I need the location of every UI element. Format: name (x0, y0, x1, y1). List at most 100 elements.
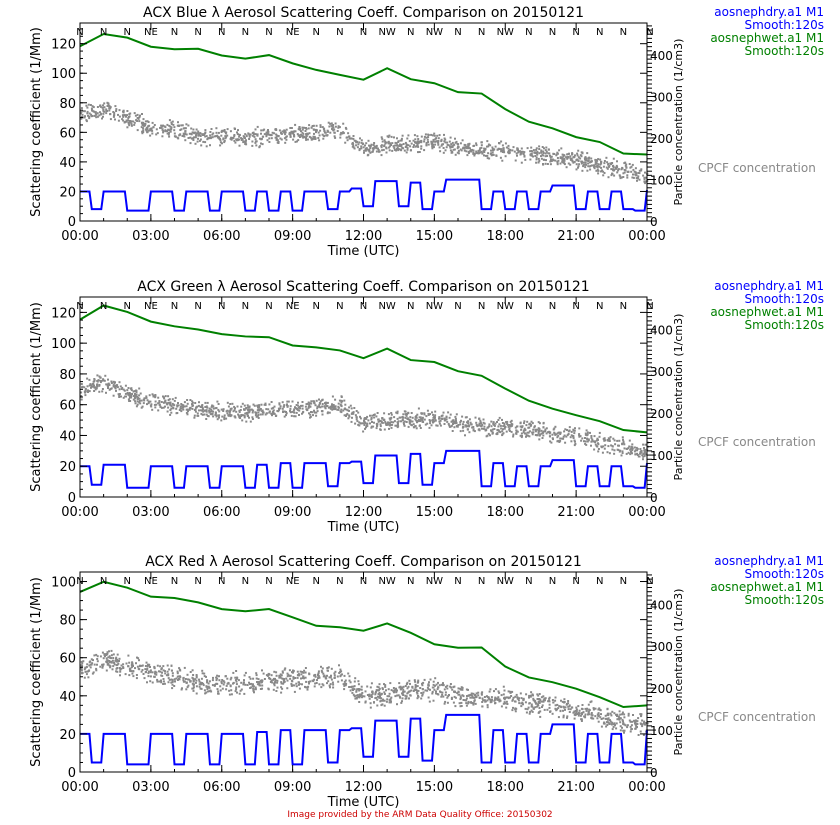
cpcf-point (272, 688, 275, 691)
cpcf-point (308, 403, 311, 406)
cpcf-point (584, 442, 587, 445)
cpcf-point (278, 403, 281, 406)
cpcf-point (112, 394, 115, 397)
cpcf-point (572, 437, 575, 439)
cpcf-point (616, 171, 619, 174)
cpcf-point (412, 139, 415, 142)
cpcf-point (80, 669, 83, 672)
cpcf-point (603, 439, 606, 442)
cpcf-point (360, 141, 363, 144)
cpcf-point (359, 694, 361, 697)
cpcf-point (578, 712, 581, 715)
cpcf-point (344, 141, 347, 144)
cpcf-point (145, 126, 148, 129)
cpcf-point (622, 441, 625, 444)
cpcf-point (118, 394, 121, 397)
cpcf-point (369, 414, 371, 417)
cpcf-point (242, 135, 245, 138)
cpcf-point (526, 708, 529, 711)
cpcf-point (635, 172, 638, 175)
cpcf-point (314, 682, 317, 685)
cpcf-point (309, 402, 311, 405)
cpcf-point (401, 692, 403, 695)
cpcf-point (308, 682, 310, 685)
cpcf-point (198, 680, 201, 683)
wind-direction-label: N (336, 27, 343, 38)
cpcf-point (144, 123, 147, 125)
cpcf-point (158, 670, 160, 673)
cpcf-point (641, 719, 644, 722)
cpcf-point (116, 658, 119, 661)
cpcf-point (494, 697, 497, 700)
cpcf-point (387, 688, 390, 691)
cpcf-point (461, 686, 464, 689)
cpcf-point (622, 176, 625, 178)
cpcf-point (538, 159, 541, 162)
cpcf-point (256, 683, 259, 686)
cpcf-point (593, 448, 596, 451)
cpcf-point (179, 669, 182, 672)
cpcf-point (549, 710, 552, 713)
cpcf-point (519, 422, 522, 425)
cpcf-point (594, 707, 597, 710)
cpcf-point (438, 146, 441, 149)
cpcf-point (344, 679, 347, 682)
x-tick-label: 00:00 (628, 780, 665, 795)
cpcf-point (198, 134, 200, 137)
cpcf-point (202, 134, 204, 136)
cpcf-point (329, 683, 332, 686)
cpcf-point (140, 399, 143, 402)
cpcf-point (352, 143, 355, 145)
cpcf-point (82, 660, 85, 663)
cpcf-point (600, 446, 603, 449)
cpcf-point (81, 113, 84, 116)
cpcf-point (109, 665, 112, 668)
cpcf-point (472, 151, 475, 154)
cpcf-point (417, 689, 420, 692)
cpcf-point (637, 734, 640, 736)
cpcf-point (560, 147, 563, 150)
cpcf-point (374, 146, 377, 149)
cpcf-point (479, 421, 482, 424)
cpcf-point (629, 730, 632, 733)
cpcf-point (593, 164, 595, 167)
cpcf-point (227, 682, 230, 685)
cpcf-point (539, 710, 542, 713)
cpcf-point (327, 680, 330, 683)
cpcf-point (310, 400, 313, 403)
cpcf-point (192, 689, 195, 692)
cpcf-point (224, 132, 227, 135)
cpcf-point (283, 129, 286, 132)
cpcf-point (596, 164, 599, 167)
cpcf-point (606, 721, 609, 724)
cpcf-point (252, 685, 255, 688)
cpcf-point (259, 413, 262, 416)
cpcf-point (403, 420, 406, 423)
cpcf-point (131, 661, 134, 664)
cpcf-scatter-series (80, 101, 649, 185)
cpcf-point (308, 124, 311, 127)
cpcf-point (621, 167, 624, 170)
cpcf-point (546, 163, 549, 165)
cpcf-point (530, 146, 533, 149)
cpcf-point (258, 406, 261, 408)
cpcf-point (239, 409, 242, 411)
cpcf-point (580, 720, 583, 722)
wind-direction-label: N (171, 301, 178, 312)
cpcf-point (615, 727, 618, 730)
cpcf-point (486, 699, 489, 702)
cpcf-point (500, 150, 503, 153)
cpcf-point (577, 156, 580, 159)
cpcf-point (304, 667, 307, 669)
cpcf-point (243, 408, 245, 411)
cpcf-point (544, 155, 547, 158)
cpcf-point (436, 688, 439, 691)
cpcf-point (456, 151, 459, 154)
cpcf-point (471, 148, 474, 151)
cpcf-point (480, 693, 483, 696)
cpcf-point (353, 680, 356, 683)
cpcf-point (395, 142, 398, 145)
cpcf-point (205, 418, 208, 420)
legend-wet-label: aosnephwet.a1 M1 (710, 580, 824, 594)
cpcf-point (383, 683, 385, 686)
